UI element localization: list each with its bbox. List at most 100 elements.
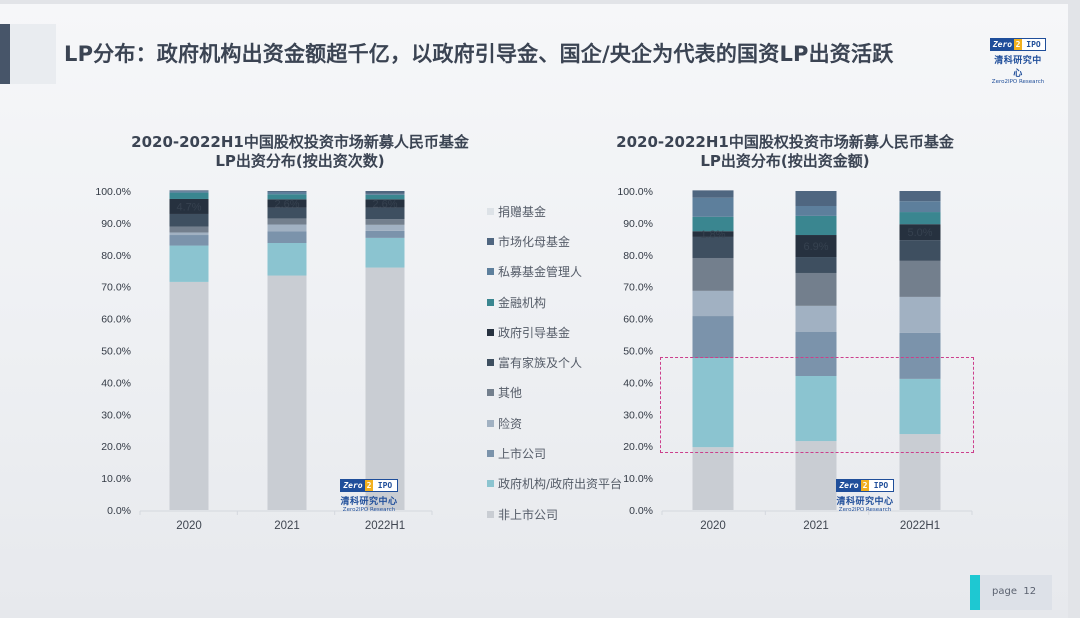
- y-tick-label: 0.0%: [107, 505, 131, 517]
- bar-segment: [267, 224, 307, 232]
- y-tick-label: 60.0%: [101, 314, 131, 326]
- watermark-cn-text: 清科研究中心: [836, 497, 894, 507]
- watermark-badge-icon: Zero 2 IPO: [836, 479, 894, 492]
- bar-segment: [365, 194, 405, 200]
- legend-swatch: [487, 268, 494, 276]
- legend: 捐赠基金 市场化母基金 私募基金管理人 金融机构 政府引导基金 富有家族及个人 其他 险资 上市…: [487, 196, 622, 529]
- bar-segment: [899, 332, 941, 379]
- bar-segment: [795, 305, 837, 332]
- bar-segment: [692, 236, 734, 258]
- y-tick-label: 100.0%: [95, 186, 131, 198]
- page-number: page 12: [992, 586, 1036, 597]
- legend-swatch: [487, 389, 494, 397]
- legend-swatch: [487, 419, 494, 427]
- watermark-badge-right: IPO: [869, 480, 893, 491]
- legend-label: 非上市公司: [498, 507, 559, 522]
- x-tick-label: 2020: [700, 520, 726, 532]
- legend-swatch: [487, 237, 494, 245]
- bar-segment: [169, 232, 209, 236]
- legend-label: 其他: [498, 386, 523, 401]
- legend-item: 政府机构/政府出资平台: [487, 469, 622, 499]
- bar-segment: [795, 376, 837, 442]
- logo-badge-icon: Zero 2 IPO: [990, 38, 1046, 51]
- legend-label: 私募基金管理人: [498, 265, 583, 280]
- bar-segment: [899, 378, 941, 435]
- bar-segment: [692, 190, 734, 198]
- bar-segment: [795, 235, 837, 258]
- bar-segment: [267, 207, 307, 219]
- y-tick-label: 100.0%: [617, 186, 653, 198]
- legend-item: 政府引导基金: [487, 317, 622, 347]
- bar-segment: [899, 191, 941, 202]
- watermark-badge-right: IPO: [373, 480, 397, 491]
- legend-label: 险资: [498, 416, 523, 431]
- page-accent-bar: [970, 575, 980, 610]
- x-tick-label: 2022H1: [900, 520, 940, 532]
- right-chart-title-line2: LP出资分布(按出资金额): [700, 152, 870, 170]
- legend-label: 捐赠基金: [498, 204, 547, 219]
- bar-segment: [899, 212, 941, 225]
- bar-segment: [267, 194, 307, 200]
- logo-badge-mid: 2: [1014, 39, 1022, 50]
- x-tick-label: 2021: [274, 520, 300, 532]
- bar-segment: [169, 235, 209, 246]
- legend-swatch: [487, 298, 494, 306]
- y-tick-label: 90.0%: [623, 218, 653, 230]
- page-indicator: [970, 575, 1052, 610]
- zero2ipo-logo: Zero 2 IPO 清科研究中心 Zero2IPO Research: [990, 38, 1046, 85]
- bar-segment: [365, 193, 405, 195]
- bar-segment: [899, 260, 941, 297]
- bar-segment: [899, 201, 941, 213]
- bar-segment: [169, 192, 209, 199]
- watermark-badge-mid: 2: [365, 480, 373, 491]
- legend-item: 捐赠基金: [487, 196, 622, 226]
- bar-segment: [795, 205, 837, 216]
- bar-segment: [692, 358, 734, 448]
- x-tick-label: 2021: [803, 520, 829, 532]
- bar-segment: [267, 191, 307, 192]
- bar-segment: [365, 207, 405, 220]
- bar-segment: [169, 226, 209, 233]
- legend-item: 险资: [487, 408, 622, 438]
- legend-item: 金融机构: [487, 287, 622, 317]
- watermark-cn-text: 清科研究中心: [340, 497, 398, 507]
- bar-segment: [169, 281, 209, 510]
- bar-segment: [267, 191, 307, 195]
- bar-segment: [169, 245, 209, 282]
- slide-title: LP分布：政府机构出资金额超千亿，以政府引导金、国企/央企为代表的国资LP出资活…: [64, 42, 894, 66]
- legend-item: 富有家族及个人: [487, 347, 622, 377]
- bar-segment: [365, 191, 405, 194]
- bar-segment: [267, 199, 307, 208]
- bar-segment: [169, 198, 209, 214]
- highlight-box: [660, 357, 974, 453]
- page-label: page: [992, 586, 1017, 597]
- bar-segment: [267, 231, 307, 243]
- x-tick-label: 2022H1: [365, 520, 405, 532]
- bar-segment: [899, 434, 941, 510]
- watermark-en-text: Zero2IPO Research: [342, 507, 396, 513]
- right-chart-title: 2020-2022H1中国股权投资市场新募人民币基金 LP出资分布(按出资金额): [600, 133, 970, 171]
- bar-segment: [267, 218, 307, 225]
- bar-segment: [692, 257, 734, 291]
- y-tick-label: 40.0%: [623, 377, 653, 389]
- legend-item: 上市公司: [487, 438, 622, 468]
- bar-segment: [267, 275, 307, 510]
- legend-swatch: [487, 359, 494, 367]
- data-label: 6.9%: [803, 241, 828, 253]
- watermark-badge-left: Zero: [837, 480, 861, 491]
- y-tick-label: 80.0%: [101, 250, 131, 262]
- y-tick-label: 70.0%: [101, 282, 131, 294]
- data-label: 4.7%: [176, 201, 201, 213]
- y-tick-label: 10.0%: [101, 473, 131, 485]
- logo-cn-text: 清科研究中心: [994, 56, 1042, 79]
- bar-segment: [795, 191, 837, 206]
- bar-segment: [899, 240, 941, 261]
- y-tick-label: 90.0%: [101, 218, 131, 230]
- legend-swatch: [487, 328, 494, 336]
- title-accent-bar: [0, 24, 10, 84]
- legend-swatch: [487, 207, 494, 215]
- legend-swatch: [487, 480, 494, 488]
- y-tick-label: 10.0%: [623, 473, 653, 485]
- watermark-en-text: Zero2IPO Research: [838, 507, 892, 513]
